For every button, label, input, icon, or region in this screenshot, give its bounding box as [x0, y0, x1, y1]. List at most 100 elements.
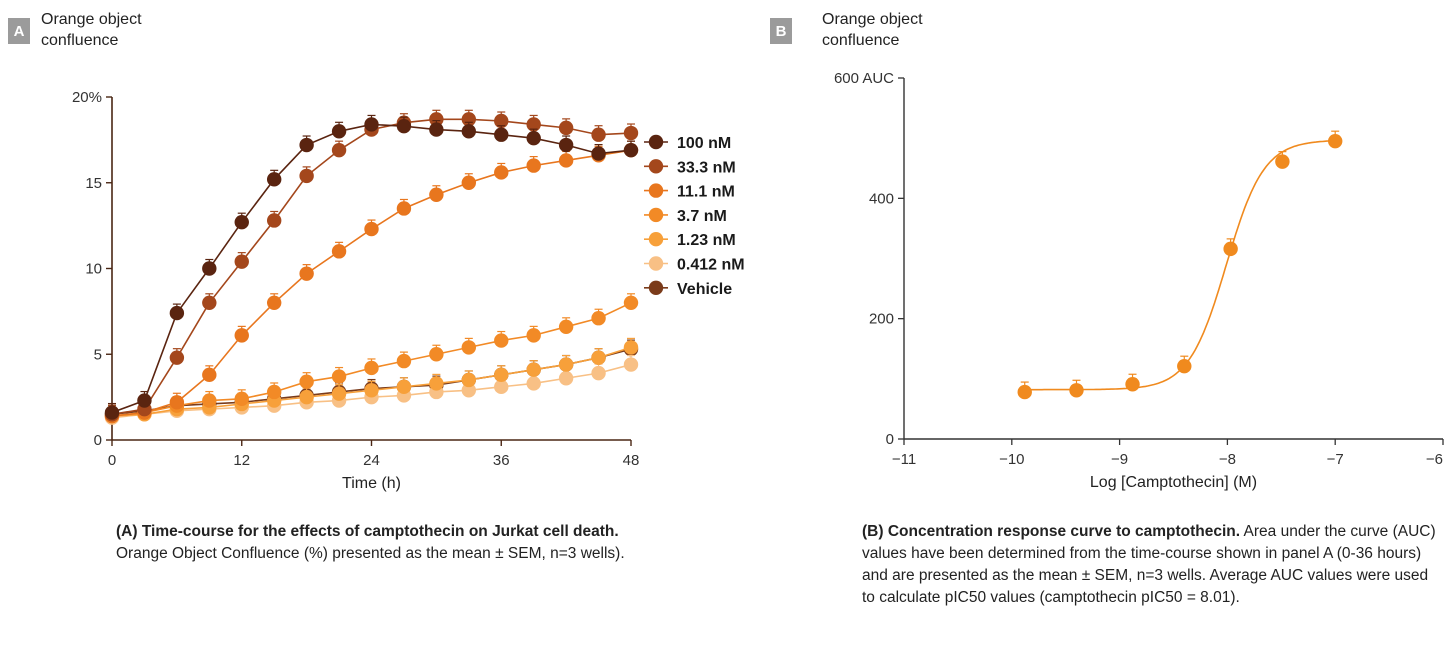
data-point [494, 127, 509, 142]
time-course-chart: 0 5 10 15 20% 0 12 24 36 48 Time (h) 100 nM 33.3 nM 1… [72, 89, 745, 492]
data-point [461, 383, 477, 398]
data-point [494, 113, 509, 129]
panel-b: B Orange object confluence 0 200 400 600 AU… [760, 0, 1449, 645]
legend-item: Vehicle [644, 280, 732, 298]
data-point [234, 214, 249, 230]
data-point [137, 393, 152, 408]
data-point [429, 376, 444, 391]
x-tick-label: 48 [623, 452, 640, 469]
panel-b-y-axis-title-line2: confluence [822, 32, 900, 49]
y-tick-label: 0 [886, 431, 894, 448]
data-point [558, 371, 574, 386]
data-point [558, 153, 574, 168]
y-tick-label: 10 [85, 261, 102, 278]
data-point [202, 393, 217, 408]
data-point [1125, 377, 1140, 392]
data-point [429, 187, 444, 202]
data-point [331, 386, 347, 401]
legend-label: 100 nM [677, 135, 731, 152]
legend-marker [648, 256, 664, 271]
data-point [299, 374, 314, 389]
x-tick-label: −11 [892, 451, 916, 468]
legend-item: 33.3 nM [644, 159, 736, 176]
legend-marker [648, 232, 664, 247]
legend-label: 0.412 nM [677, 257, 745, 274]
data-point [234, 254, 249, 269]
data-point [331, 369, 347, 384]
data-point [202, 261, 217, 276]
legend-label: Vehicle [677, 281, 732, 298]
data-point [429, 112, 444, 127]
data-point [526, 362, 541, 377]
panel-a-y-axis-title-line1: Orange object [41, 11, 142, 28]
data-point [461, 175, 477, 190]
x-axis-title: Log [Camptothecin] (M) [1090, 474, 1257, 491]
data-point [558, 120, 574, 136]
y-tick-label: 200 [869, 311, 894, 328]
data-point [591, 350, 606, 365]
data-point [494, 165, 509, 180]
x-tick-label: −10 [999, 451, 1024, 468]
legend-item: 11.1 nM [644, 183, 735, 201]
panel-a-badge: A [8, 18, 30, 44]
data-point [494, 333, 509, 348]
data-point [526, 376, 541, 391]
legend-item: 100 nM [644, 134, 731, 152]
x-tick-label: −9 [1111, 451, 1128, 468]
data-point [461, 372, 477, 388]
data-point [266, 213, 282, 228]
panel-b-caption-bold: (B) Concentration response curve to camp… [862, 523, 1241, 540]
data-point [429, 122, 444, 137]
data-point [591, 311, 606, 326]
data-point [1223, 241, 1238, 257]
data-point [623, 125, 639, 141]
data-point [461, 340, 477, 355]
data-point [364, 383, 379, 398]
y-tick-label: 400 [869, 190, 894, 207]
panel-b-caption: (B) Concentration response curve to camp… [862, 521, 1442, 609]
panel-b-badge: B [770, 18, 792, 44]
data-point [364, 360, 379, 376]
data-point [591, 365, 606, 381]
panel-a-caption-text: Orange Object Confluence (%) presented a… [116, 545, 625, 562]
legend-label: 11.1 nM [677, 184, 735, 201]
y-tick-label: 15 [85, 175, 102, 192]
x-tick-label: 36 [493, 452, 510, 469]
legend-marker [648, 134, 664, 150]
legend-label: 1.23 nM [677, 232, 736, 249]
data-point [1017, 384, 1032, 400]
concentration-response-chart: 0 200 400 600 AUC −11 −10 −9 −8 −7 −6 Log [Camptot… [834, 70, 1444, 491]
data-point [104, 405, 120, 420]
data-point [234, 328, 249, 343]
panel-a-caption-bold: (A) Time-course for the effects of campt… [116, 523, 619, 540]
panel-a: A Orange object confluence 0 5 10 15 20% 0 12 2… [0, 0, 745, 645]
data-point [396, 379, 412, 395]
series-line [111, 149, 632, 417]
data-point [623, 357, 639, 372]
data-point [1275, 154, 1290, 169]
data-point [202, 367, 217, 383]
fit-curve [1024, 139, 1336, 391]
legend-marker [648, 183, 664, 198]
data-point [331, 142, 347, 158]
data-point [558, 319, 574, 335]
data-point [396, 201, 412, 216]
series-3.7-nM [104, 293, 639, 424]
data-point [623, 295, 639, 310]
data-point [591, 127, 606, 142]
data-point [299, 266, 314, 281]
data-point [494, 379, 509, 395]
legend-item: 1.23 nM [644, 232, 736, 249]
data-point [169, 395, 185, 410]
data-point [299, 389, 314, 405]
x-tick-label: −8 [1219, 451, 1236, 468]
data-point [526, 130, 541, 146]
data-point [169, 305, 185, 321]
panel-b-caption-text: Area under the curve (AUC) values have b… [862, 523, 1436, 606]
data-point [364, 117, 379, 132]
legend-marker [648, 280, 664, 295]
data-point [526, 158, 541, 173]
data-point [396, 118, 412, 134]
y-tick-label: 5 [94, 346, 102, 363]
data-point [331, 244, 347, 259]
